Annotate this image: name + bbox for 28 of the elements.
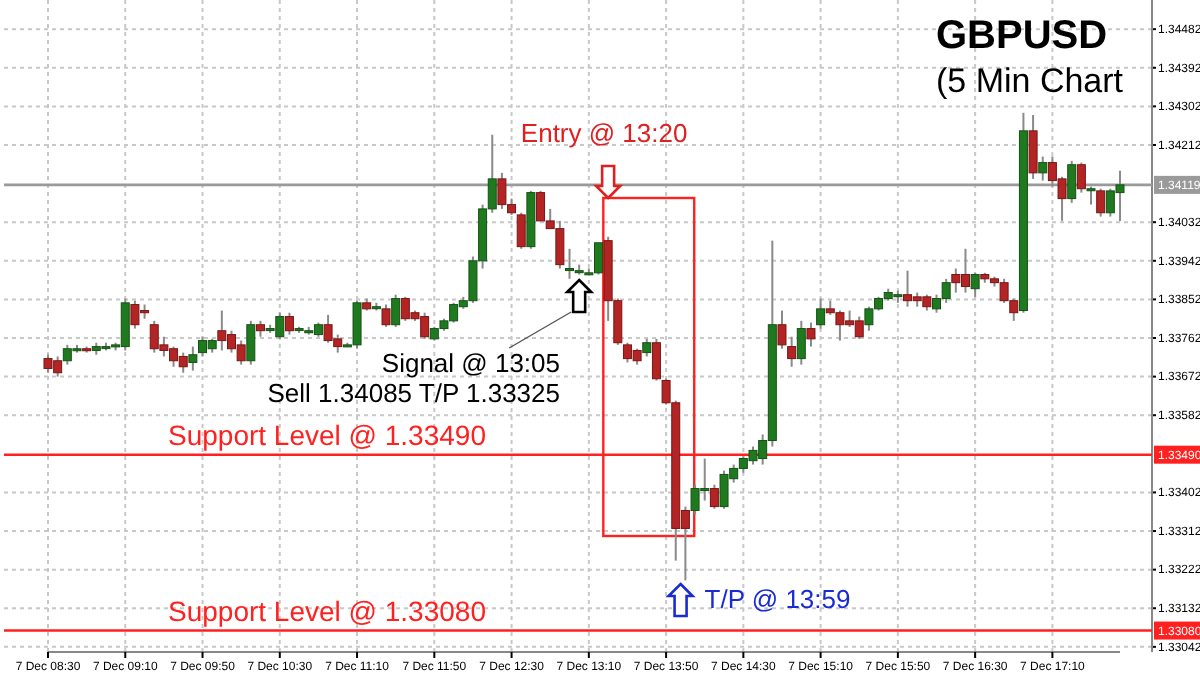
candlestick (796, 319, 806, 366)
candlestick (1086, 185, 1096, 206)
candlestick (188, 345, 198, 372)
annotation: Support Level @ 1.33490 (168, 418, 487, 451)
candlestick (1067, 159, 1077, 204)
candlestick (777, 309, 787, 350)
candlestick (1096, 187, 1106, 218)
annotation: T/P @ 13:59 (704, 584, 851, 614)
candlestick (516, 211, 526, 250)
candlestick (381, 303, 391, 328)
candlestick (391, 293, 401, 328)
candlestick (816, 297, 826, 330)
candlestick (1076, 161, 1086, 194)
annotation: Signal @ 13:05 (381, 348, 560, 378)
annotation: Support Level @ 1.33080 (168, 594, 487, 627)
candlestick (787, 335, 797, 368)
annotation: Entry @ 13:20 (520, 118, 688, 148)
candlestick (1038, 155, 1048, 182)
candlestick (246, 319, 256, 366)
candlestick (709, 483, 719, 510)
candlestick (806, 321, 816, 348)
candlestick (970, 271, 980, 298)
text: (5 Min Chart (936, 62, 1124, 100)
candlestick (1028, 113, 1038, 180)
candlestick (651, 337, 661, 382)
candlestick (284, 311, 294, 336)
annotation: Sell 1.34085 T/P 1.33325 (267, 378, 560, 408)
chart-title: GBPUSD (936, 14, 1108, 58)
